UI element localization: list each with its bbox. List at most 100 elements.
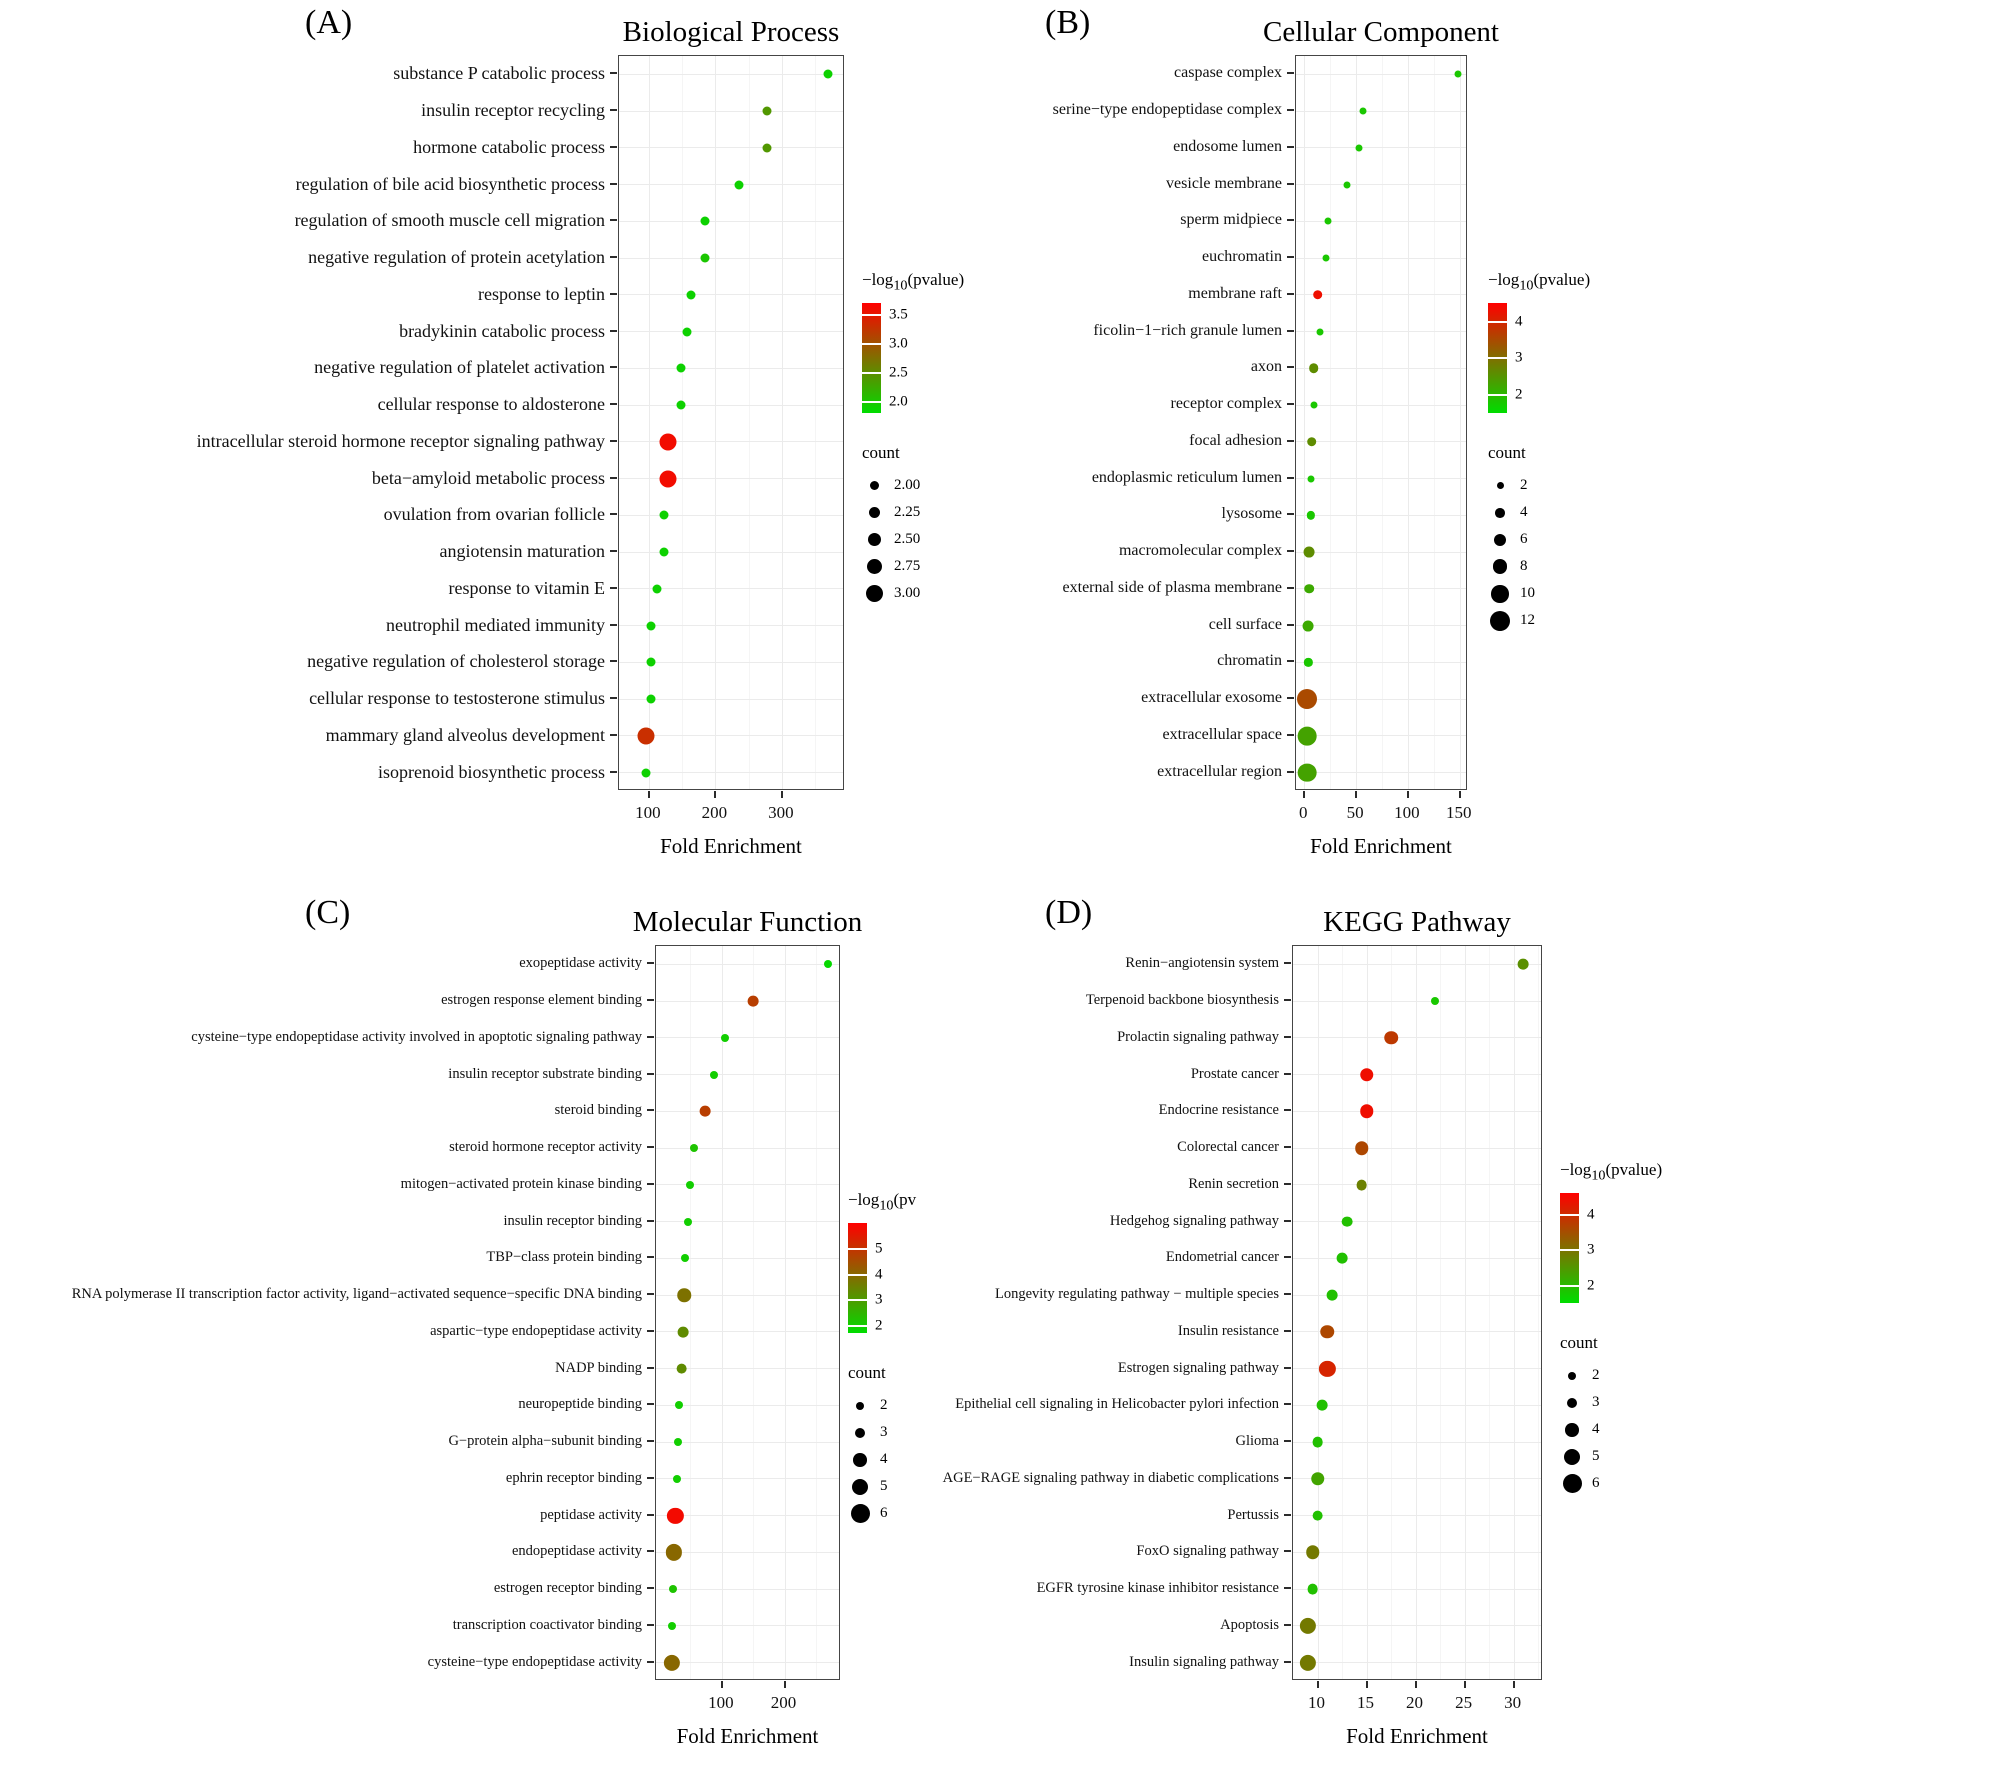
gridline-row-h (1296, 661, 1466, 663)
y-tick-mark (610, 219, 617, 222)
data-point (1307, 1583, 1318, 1595)
gridline-row-h (1293, 1331, 1541, 1333)
gridline-major-v (781, 56, 783, 789)
panel-title-molecular-function: Molecular Function (632, 906, 863, 938)
y-category-label: peptidase activity (540, 1506, 642, 1523)
x-tick-label: 0 (1299, 803, 1308, 822)
y-tick-mark (610, 623, 617, 626)
y-category-label: Estrogen signaling pathway (1117, 1359, 1279, 1376)
color-legend-title-part: 10 (879, 1197, 894, 1214)
y-category-label: endoplasmic reticulum lumen (1091, 468, 1282, 486)
count-legend-label: 2 (1592, 1367, 1600, 1384)
x-tick-label: 100 (708, 1693, 734, 1712)
y-tick-mark (647, 1550, 654, 1553)
count-legend-title: count (848, 1363, 886, 1383)
data-point (659, 547, 669, 557)
y-tick-mark (610, 366, 617, 369)
gridline-row-h (1296, 735, 1466, 737)
gridline-row-h (619, 294, 843, 296)
y-tick-mark (647, 1440, 654, 1443)
gridline-row-h (656, 1441, 839, 1443)
gridline-row-h (656, 1515, 839, 1517)
data-point (747, 995, 759, 1007)
gridline-row-h (656, 1662, 839, 1664)
y-category-label: beta−amyloid metabolic process (371, 467, 605, 488)
y-tick-mark (647, 999, 654, 1002)
gridline-row-h (1293, 1184, 1541, 1186)
data-point (673, 1438, 682, 1447)
count-legend-dot (866, 559, 882, 575)
y-tick-mark (1287, 697, 1294, 700)
count-legend-dot-wrap (1488, 609, 1512, 633)
y-tick-mark (610, 403, 617, 406)
y-category-label: vesicle membrane (1166, 174, 1282, 192)
y-category-label: Insulin signaling pathway (1129, 1653, 1279, 1670)
y-tick-mark (1287, 550, 1294, 553)
y-category-label: euchromatin (1202, 248, 1282, 266)
y-category-label: insulin receptor binding (503, 1212, 642, 1229)
color-gradient-tick-label: 3.0 (889, 335, 908, 352)
data-point (1355, 144, 1363, 152)
x-tick-mark (720, 1681, 723, 1688)
y-tick-mark (1284, 1660, 1291, 1663)
count-legend-dot (867, 533, 881, 547)
gridline-row-h (619, 220, 843, 222)
gridline-row-h (619, 625, 843, 627)
count-legend-label: 6 (880, 1505, 888, 1522)
panel-letter-c: (C) (305, 894, 351, 931)
count-legend-dot-wrap (1488, 474, 1512, 498)
color-gradient-tick (862, 400, 881, 403)
gridline-row-h (619, 514, 843, 516)
gridline-row-h (1293, 1257, 1541, 1259)
count-legend-entry: 3 (1560, 1389, 1710, 1416)
y-category-label: Pertussis (1227, 1506, 1279, 1523)
panel-biological-process: (A) Biological Process Fold Enrichment 1… (0, 0, 1000, 890)
count-legend-entry: 2.75 (862, 553, 1012, 580)
count-legend-entry: 6 (848, 1500, 998, 1527)
count-legend-label: 5 (1592, 1448, 1600, 1465)
count-legend-title: count (1560, 1333, 1598, 1353)
gridline-row-h (1293, 1551, 1541, 1553)
gridline-row-h (656, 1478, 839, 1480)
gridline-row-h (1293, 1625, 1541, 1627)
data-point (637, 727, 655, 745)
gridline-major-v (1317, 946, 1319, 1679)
gridline-row-h (619, 110, 843, 112)
count-legend-label: 3 (1592, 1394, 1600, 1411)
gridline-row-h (1296, 184, 1466, 186)
count-legend-label: 2.25 (894, 504, 921, 521)
data-point (676, 1363, 688, 1374)
y-tick-mark (1284, 1403, 1291, 1406)
legend: −log10(pv 5 4 3 2 count 2 3 4 5 6 (848, 1190, 998, 1527)
color-legend-title: −log10(pvalue) (862, 270, 1012, 294)
data-point (659, 510, 669, 520)
y-category-label: focal adhesion (1189, 431, 1282, 449)
y-category-label: Prostate cancer (1190, 1065, 1279, 1082)
gridline-row-h (1296, 698, 1466, 700)
y-category-label: transcription coactivator binding (452, 1616, 642, 1633)
count-legend-entry: 2 (1560, 1362, 1710, 1389)
gridline-minor-v (748, 56, 750, 789)
count-legend-label: 2.75 (894, 558, 921, 575)
y-category-label: NADP binding (555, 1359, 642, 1376)
gridline-row-h (1296, 441, 1466, 443)
y-tick-mark (1284, 1440, 1291, 1443)
gridline-row-h (1293, 1110, 1541, 1112)
gridline-row-h (1293, 1147, 1541, 1149)
x-tick-mark (1458, 791, 1461, 798)
gridline-row-h (1296, 551, 1466, 553)
data-point (1336, 1253, 1348, 1264)
color-gradient-legend: 4 3 2 (1560, 1193, 1700, 1304)
color-gradient-tick (848, 1324, 867, 1327)
y-category-label: ovulation from ovarian follicle (383, 504, 605, 525)
color-gradient-tick (848, 1247, 867, 1250)
count-legend-label: 12 (1520, 612, 1535, 629)
data-point (677, 1288, 691, 1302)
panel-kegg-pathway: (D) KEGG Pathway Fold Enrichment 10 15 20 2… (943, 890, 2000, 1780)
gridline-minor-v (1433, 56, 1435, 789)
y-category-label: cysteine−type endopeptidase activity (427, 1653, 642, 1670)
x-tick-label: 200 (770, 1693, 797, 1712)
count-legend-entry: 2.00 (862, 472, 1012, 499)
count-legend-dot (850, 1504, 870, 1524)
gridline-row-h (1296, 514, 1466, 516)
